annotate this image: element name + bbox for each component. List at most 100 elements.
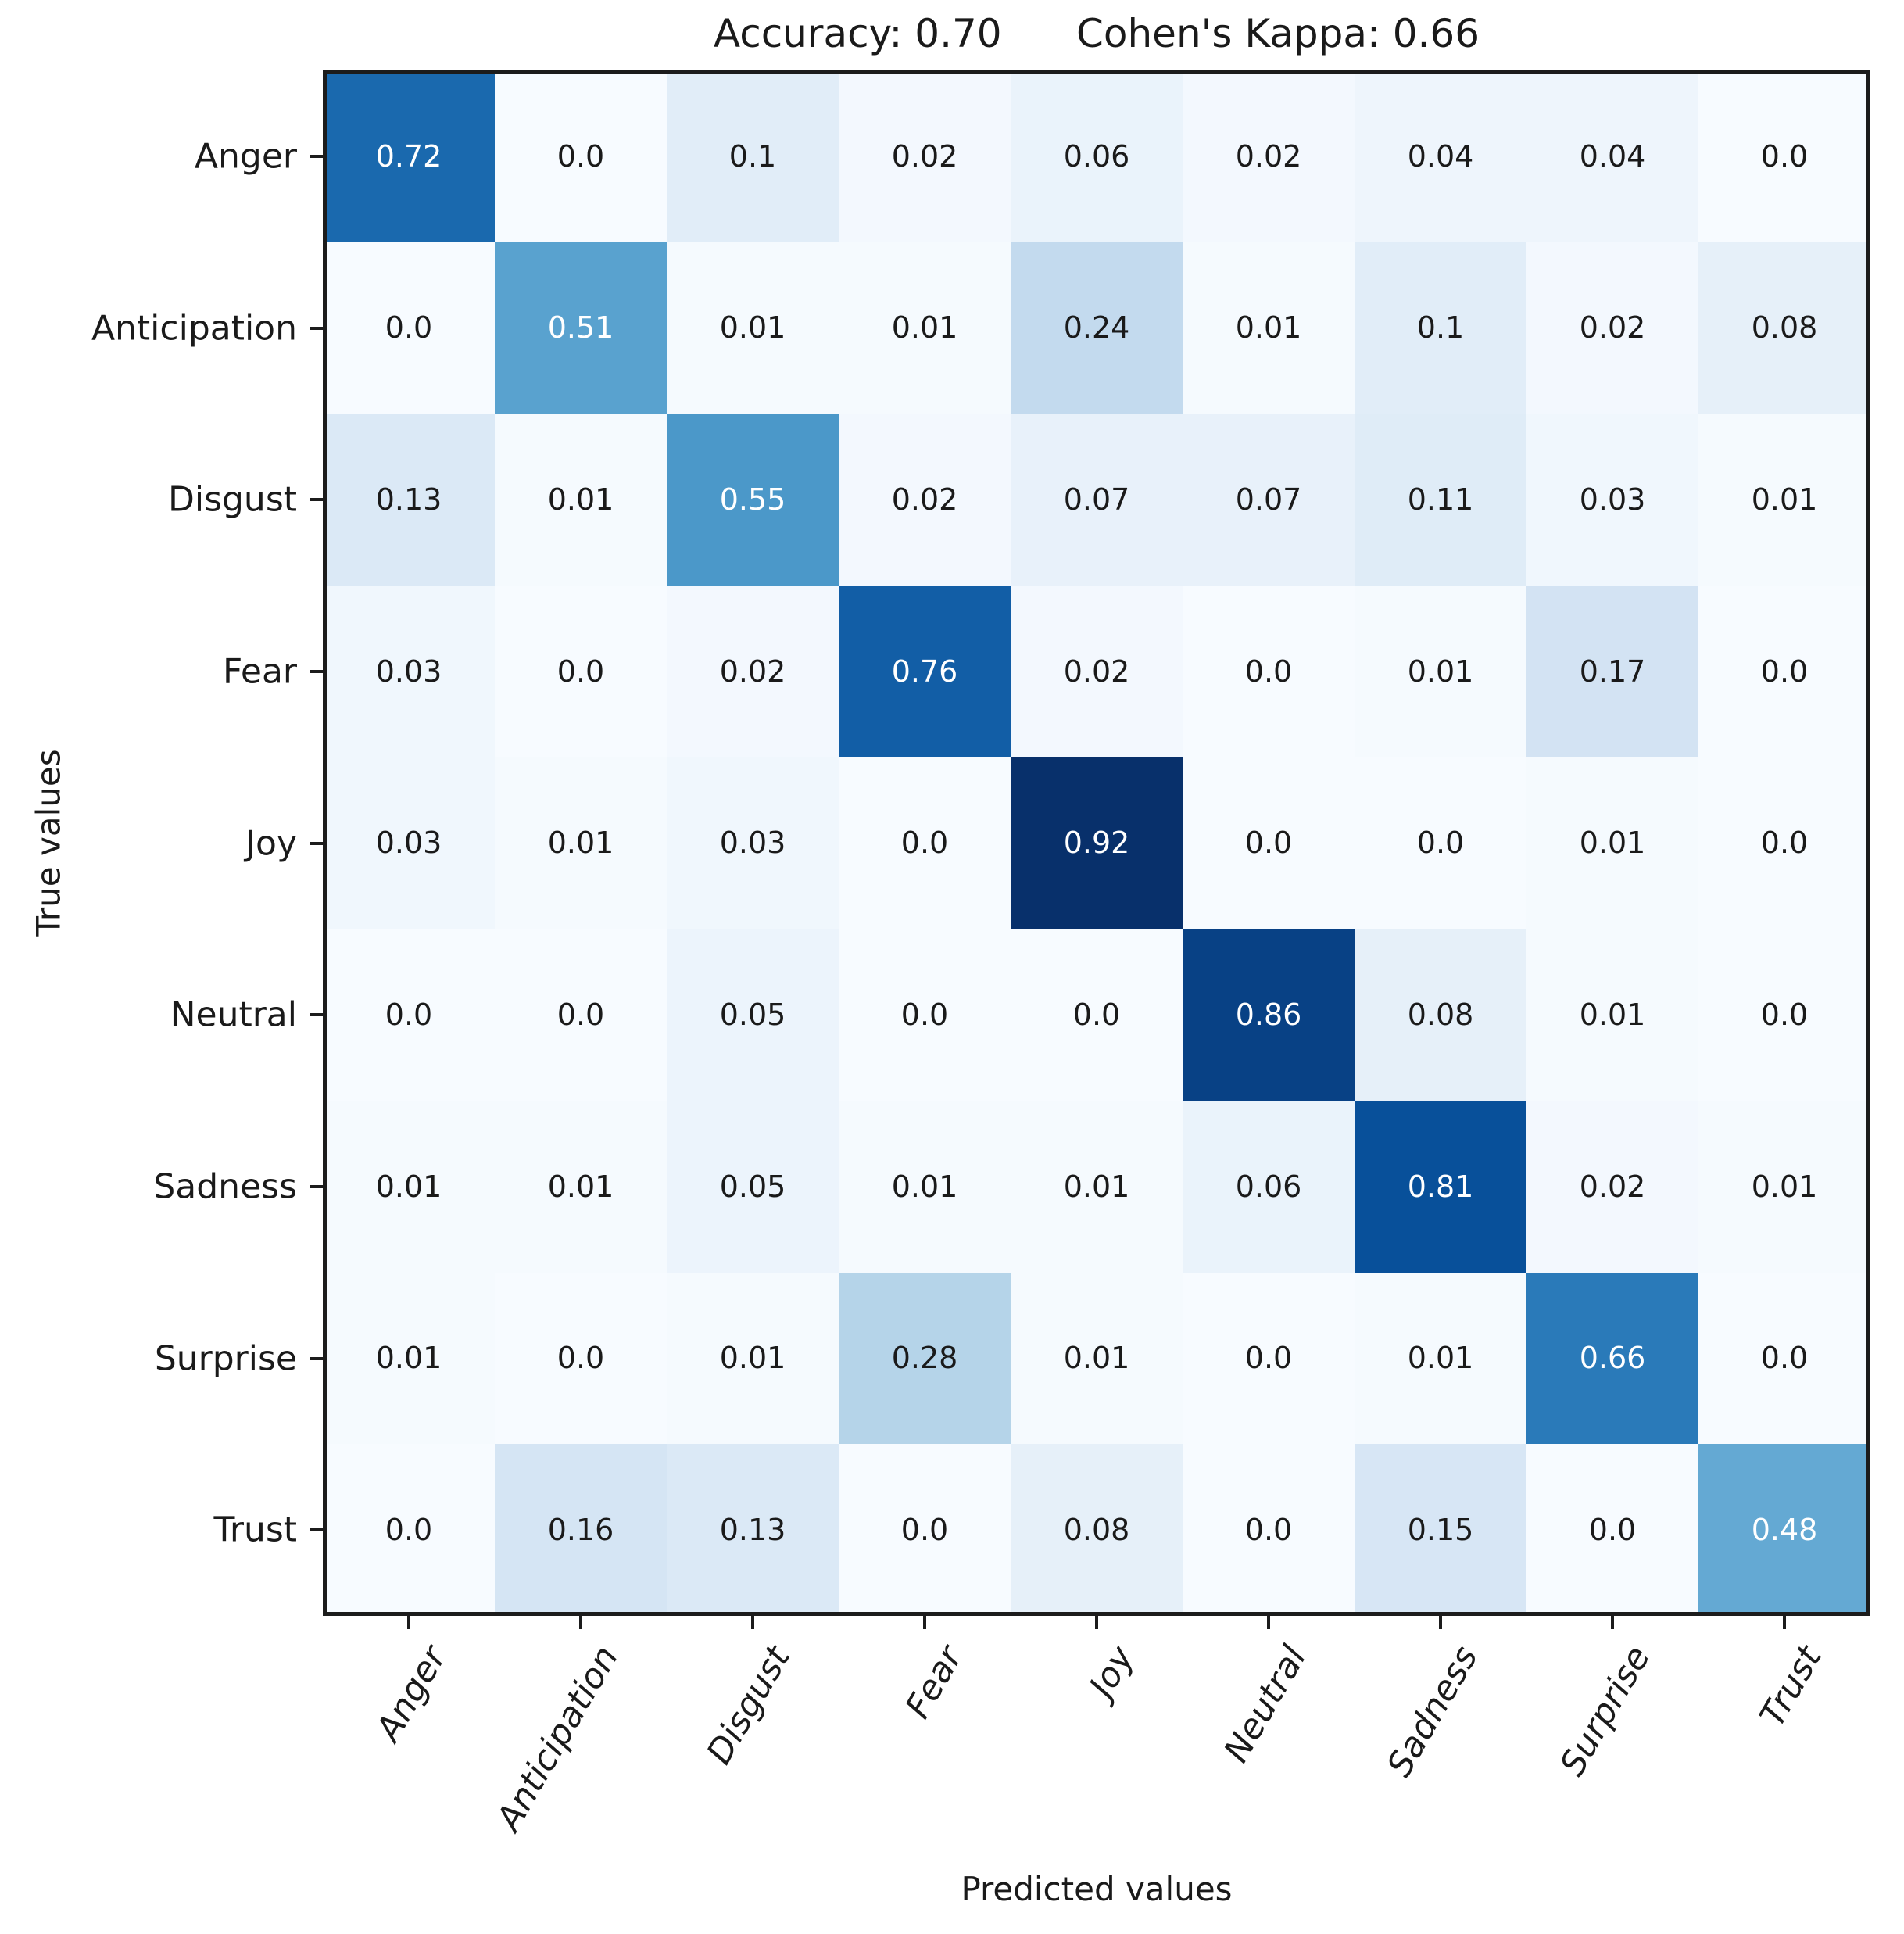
heatmap-grid: 0.72 0.0 0.1 0.02 0.06 0.02 0.04 0.04 0.0 0.0 0.51… xyxy=(323,70,1870,1616)
y-tick-label: Surprise xyxy=(154,1338,297,1378)
heatmap-cell: 0.66 xyxy=(1526,1272,1698,1445)
y-tick-label: Anticipation xyxy=(91,308,297,348)
heatmap-cell: 0.1 xyxy=(1355,242,1526,414)
heatmap-cell: 0.08 xyxy=(1698,242,1870,414)
heatmap-cell: 0.01 xyxy=(1526,757,1698,929)
y-axis-tick xyxy=(310,1013,323,1017)
heatmap-cell: 0.01 xyxy=(323,1101,495,1273)
x-axis-tick xyxy=(1783,1616,1786,1629)
heatmap-cell: 0.81 xyxy=(1355,1101,1526,1273)
x-tick-label: Disgust xyxy=(699,1639,799,1771)
heatmap-cell: 0.05 xyxy=(667,1101,839,1273)
x-tick-label: Neutral xyxy=(1215,1639,1315,1770)
x-axis-tick xyxy=(1095,1616,1098,1629)
x-tick-label: Trust xyxy=(1752,1639,1831,1734)
y-axis-tick xyxy=(310,498,323,502)
heatmap-cell: 0.01 xyxy=(495,414,667,586)
heatmap-cell: 0.01 xyxy=(839,1101,1011,1273)
y-axis-tick xyxy=(310,326,323,330)
heatmap-cell: 0.01 xyxy=(1526,929,1698,1101)
heatmap-cell: 0.01 xyxy=(1355,586,1526,757)
heatmap-axes: 0.72 0.0 0.1 0.02 0.06 0.02 0.04 0.04 0.0 0.0 0.51… xyxy=(323,70,1870,1616)
y-axis-tick xyxy=(310,1184,323,1188)
heatmap-cell: 0.72 xyxy=(323,70,495,242)
y-axis-tick xyxy=(310,154,323,158)
heatmap-cell: 0.0 xyxy=(1698,1272,1870,1445)
y-axis-tick xyxy=(310,669,323,673)
heatmap-cell: 0.0 xyxy=(1698,929,1870,1101)
heatmap-cell: 0.01 xyxy=(495,757,667,929)
heatmap-cell: 0.03 xyxy=(667,757,839,929)
heatmap-cell: 0.0 xyxy=(323,929,495,1101)
y-axis-label: True values xyxy=(29,749,68,937)
heatmap-cell: 0.01 xyxy=(667,1272,839,1445)
heatmap-cell: 0.01 xyxy=(1011,1101,1183,1273)
heatmap-cell: 0.76 xyxy=(839,586,1011,757)
heatmap-cell: 0.01 xyxy=(1011,1272,1183,1445)
heatmap-cell: 0.0 xyxy=(1698,70,1870,242)
heatmap-cell: 0.17 xyxy=(1526,586,1698,757)
heatmap-cell: 0.01 xyxy=(1183,242,1355,414)
heatmap-cell: 0.0 xyxy=(839,1444,1011,1616)
x-axis-tick xyxy=(923,1616,926,1629)
heatmap-cell: 0.86 xyxy=(1183,929,1355,1101)
heatmap-cell: 0.13 xyxy=(323,414,495,586)
heatmap-cell: 0.01 xyxy=(495,1101,667,1273)
heatmap-cell: 0.0 xyxy=(1183,1444,1355,1616)
y-axis-tick xyxy=(310,1356,323,1360)
heatmap-cell: 0.0 xyxy=(1183,1272,1355,1445)
heatmap-cell: 0.15 xyxy=(1355,1444,1526,1616)
x-axis-tick xyxy=(1267,1616,1270,1629)
heatmap-cell: 0.16 xyxy=(495,1444,667,1616)
heatmap-cell: 0.03 xyxy=(323,757,495,929)
heatmap-cell: 0.04 xyxy=(1355,70,1526,242)
heatmap-cell: 0.1 xyxy=(667,70,839,242)
x-tick-label: Surprise xyxy=(1551,1639,1659,1783)
heatmap-cell: 0.07 xyxy=(1011,414,1183,586)
heatmap-cell: 0.0 xyxy=(1698,586,1870,757)
heatmap-cell: 0.0 xyxy=(323,1444,495,1616)
x-axis-tick xyxy=(579,1616,582,1629)
heatmap-cell: 0.0 xyxy=(839,757,1011,929)
heatmap-cell: 0.01 xyxy=(1698,1101,1870,1273)
x-axis-tick xyxy=(407,1616,410,1629)
heatmap-cell: 0.0 xyxy=(1355,757,1526,929)
x-tick-label: Anger xyxy=(368,1639,455,1749)
heatmap-cell: 0.08 xyxy=(1355,929,1526,1101)
heatmap-cell: 0.13 xyxy=(667,1444,839,1616)
heatmap-cell: 0.02 xyxy=(667,586,839,757)
heatmap-cell: 0.24 xyxy=(1011,242,1183,414)
heatmap-cell: 0.0 xyxy=(495,929,667,1101)
heatmap-cell: 0.0 xyxy=(495,1272,667,1445)
heatmap-cell: 0.07 xyxy=(1183,414,1355,586)
x-axis-tick xyxy=(1439,1616,1442,1629)
heatmap-cell: 0.02 xyxy=(1526,242,1698,414)
heatmap-cell: 0.0 xyxy=(323,242,495,414)
heatmap-cell: 0.92 xyxy=(1011,757,1183,929)
heatmap-cell: 0.04 xyxy=(1526,70,1698,242)
heatmap-cell: 0.02 xyxy=(1011,586,1183,757)
heatmap-cell: 0.0 xyxy=(1183,586,1355,757)
heatmap-cell: 0.0 xyxy=(1698,757,1870,929)
y-tick-label: Joy xyxy=(245,823,297,863)
y-tick-label: Fear xyxy=(222,651,297,692)
heatmap-cell: 0.0 xyxy=(495,586,667,757)
chart-title: Accuracy: 0.70 Cohen's Kappa: 0.66 xyxy=(713,11,1480,56)
x-tick-label: Fear xyxy=(897,1639,971,1725)
heatmap-cell: 0.03 xyxy=(1526,414,1698,586)
heatmap-cell: 0.06 xyxy=(1011,70,1183,242)
heatmap-cell: 0.02 xyxy=(1183,70,1355,242)
x-tick-label: Anticipation xyxy=(489,1639,627,1838)
heatmap-cell: 0.02 xyxy=(839,414,1011,586)
x-axis-tick xyxy=(1611,1616,1614,1629)
y-tick-label: Trust xyxy=(213,1510,297,1550)
heatmap-cell: 0.0 xyxy=(1183,757,1355,929)
x-tick-label: Sadness xyxy=(1380,1639,1487,1784)
heatmap-cell: 0.01 xyxy=(323,1272,495,1445)
heatmap-cell: 0.01 xyxy=(1698,414,1870,586)
heatmap-cell: 0.01 xyxy=(1355,1272,1526,1445)
heatmap-cell: 0.55 xyxy=(667,414,839,586)
heatmap-cell: 0.0 xyxy=(839,929,1011,1101)
heatmap-cell: 0.0 xyxy=(495,70,667,242)
